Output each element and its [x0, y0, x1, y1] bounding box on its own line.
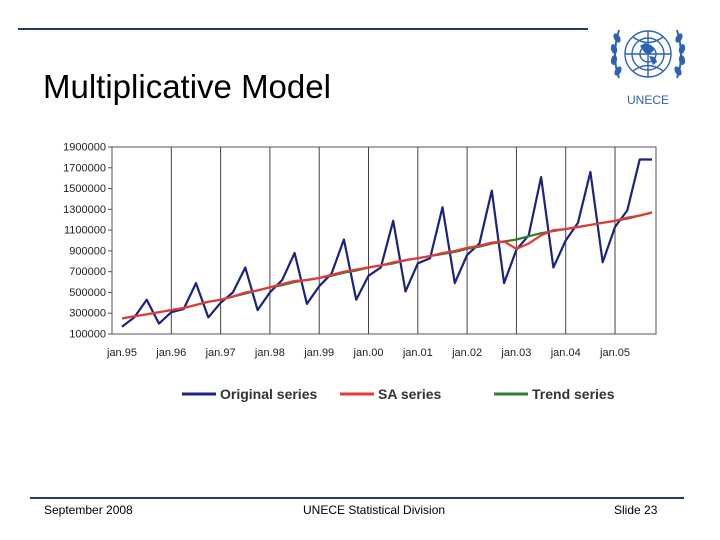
- slide-title: Multiplicative Model: [43, 68, 331, 105]
- y-tick-label: 100000: [69, 329, 106, 341]
- footer-date: September 2008: [44, 503, 133, 517]
- top-rule: [18, 28, 588, 30]
- x-tick-label: jan.98: [254, 347, 285, 359]
- line-chart: 100000 300000 500000 700000 900000 1100000 130…: [63, 142, 657, 402]
- x-tick-label: jan.03: [500, 347, 531, 359]
- legend-label: SA series: [378, 386, 442, 402]
- y-tick-label: 1300000: [63, 204, 106, 216]
- y-tick-label: 300000: [69, 308, 106, 320]
- x-tick-label: jan.95: [106, 347, 137, 359]
- y-tick-label: 1500000: [63, 183, 106, 195]
- y-tick-label: 1700000: [63, 162, 106, 174]
- bottom-rule: [30, 497, 684, 499]
- logo-text: UNECE: [626, 93, 669, 107]
- x-tick-label: jan.02: [451, 347, 482, 359]
- footer-slide-number: Slide 23: [614, 503, 658, 517]
- legend-label: Original series: [220, 386, 317, 402]
- legend-label: Trend series: [532, 386, 615, 402]
- x-tick-label: jan.01: [402, 347, 433, 359]
- y-tick-label: 500000: [69, 287, 106, 299]
- x-tick-label: jan.97: [205, 347, 236, 359]
- footer-organization: UNECE Statistical Division: [303, 503, 446, 517]
- x-tick-label: jan.05: [599, 347, 630, 359]
- x-tick-label: jan.00: [353, 347, 384, 359]
- series-line-original-series: [121, 158, 652, 328]
- y-tick-label: 900000: [69, 245, 106, 257]
- y-tick-label: 1100000: [64, 225, 106, 237]
- x-tick-label: jan.96: [155, 347, 186, 359]
- y-tick-label: 700000: [69, 266, 106, 278]
- un-emblem-icon: [610, 29, 686, 79]
- y-tick-label: 1900000: [63, 142, 106, 154]
- x-tick-label: jan.04: [550, 347, 581, 359]
- series-line-sa-series: [121, 211, 653, 320]
- plot-area: [111, 146, 657, 335]
- x-tick-label: jan.99: [303, 347, 334, 359]
